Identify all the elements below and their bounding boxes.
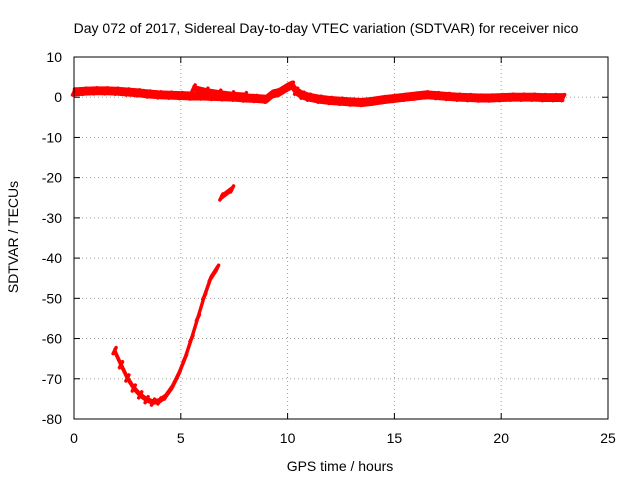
data-point <box>113 86 120 96</box>
x-tick-label: 0 <box>70 430 78 446</box>
y-tick-label: -80 <box>42 411 62 427</box>
y-tick-label: -40 <box>42 250 62 266</box>
data-point <box>369 96 377 106</box>
data-point <box>143 394 150 405</box>
data-point <box>130 383 138 393</box>
data-point <box>156 90 163 100</box>
data-point <box>252 93 259 104</box>
data-point <box>177 90 185 101</box>
data-point <box>519 92 526 102</box>
data-point <box>551 92 558 103</box>
data-point <box>169 382 176 392</box>
x-tick-label: 25 <box>600 430 616 446</box>
y-tick-label: -50 <box>42 290 62 306</box>
data-point <box>145 89 153 99</box>
data-point <box>175 369 182 379</box>
data-point <box>124 373 131 383</box>
data-point <box>228 90 236 100</box>
data-point <box>391 93 398 104</box>
data-point <box>92 86 99 96</box>
x-tick-label: 5 <box>177 430 185 446</box>
data-point <box>181 353 189 363</box>
axis-ticks: 0 5 10 15 20 25 -80 -70 -60 -50 -40 -30 -20 -10 0 10 <box>42 49 616 446</box>
data-point <box>465 92 473 103</box>
data-point <box>476 93 484 103</box>
data-point <box>149 397 157 407</box>
data-point <box>81 86 88 96</box>
data-point <box>423 90 430 100</box>
data-point <box>284 82 291 92</box>
data-point <box>111 345 118 356</box>
series-main-band <box>70 80 567 108</box>
y-tick-label: -30 <box>42 210 62 226</box>
data-point <box>134 88 142 98</box>
series-short-segment <box>218 184 236 202</box>
x-tick-label: 20 <box>493 430 509 446</box>
data-point <box>162 391 170 401</box>
data-point <box>529 92 537 102</box>
data-point <box>228 184 236 194</box>
data-point <box>188 91 195 101</box>
data-point <box>117 359 125 370</box>
data-point <box>299 90 306 100</box>
data-point <box>203 86 210 96</box>
data-point <box>262 94 270 104</box>
data-point <box>218 192 225 202</box>
y-tick-label: -20 <box>42 170 62 186</box>
series-overlap-segment <box>190 83 249 101</box>
y-tick-label: -10 <box>42 129 62 145</box>
data-point <box>455 92 462 102</box>
x-tick-label: 10 <box>280 430 296 446</box>
data-point <box>508 92 516 102</box>
y-axis-label: SDTVAR / TECUs <box>5 181 21 293</box>
y-tick-label: 10 <box>46 49 62 65</box>
data-point <box>136 390 144 400</box>
data-point <box>316 94 323 104</box>
data-point <box>337 96 345 106</box>
data-point <box>166 90 174 100</box>
data-point <box>487 93 494 103</box>
data-point <box>194 312 202 323</box>
data-point <box>327 95 334 106</box>
data-point <box>288 80 296 90</box>
data-point <box>215 88 223 98</box>
data-point <box>305 92 313 102</box>
series-low-arc <box>111 263 221 407</box>
x-axis-label: GPS time / hours <box>287 458 394 474</box>
y-tick-label: 0 <box>54 89 62 105</box>
data-point <box>275 87 283 98</box>
data-point <box>359 97 366 108</box>
y-tick-label: -60 <box>42 331 62 347</box>
data-point <box>207 273 214 283</box>
data-point <box>102 86 110 96</box>
grid-lines <box>74 57 608 419</box>
data-point <box>348 97 355 107</box>
data-point <box>213 263 221 273</box>
y-tick-label: -70 <box>42 371 62 387</box>
data-point <box>241 90 249 101</box>
data-point <box>380 94 387 105</box>
data-point <box>401 92 409 102</box>
x-tick-label: 15 <box>387 430 403 446</box>
data-point <box>124 87 131 97</box>
data-point <box>201 291 208 302</box>
data-point <box>559 92 567 103</box>
plot-frame <box>73 56 609 420</box>
data-point <box>433 90 441 101</box>
data-point <box>156 396 163 406</box>
data-point <box>540 92 548 103</box>
data-point <box>412 91 420 101</box>
data-point <box>269 89 276 99</box>
data-point <box>190 83 197 93</box>
data-point <box>188 333 195 344</box>
data-marks <box>70 80 567 407</box>
data-point <box>444 91 452 102</box>
chart-title: Day 072 of 2017, Sidereal Day-to-day VTE… <box>74 20 579 36</box>
data-point <box>292 86 300 96</box>
data-point <box>198 91 206 101</box>
data-point <box>497 92 505 103</box>
